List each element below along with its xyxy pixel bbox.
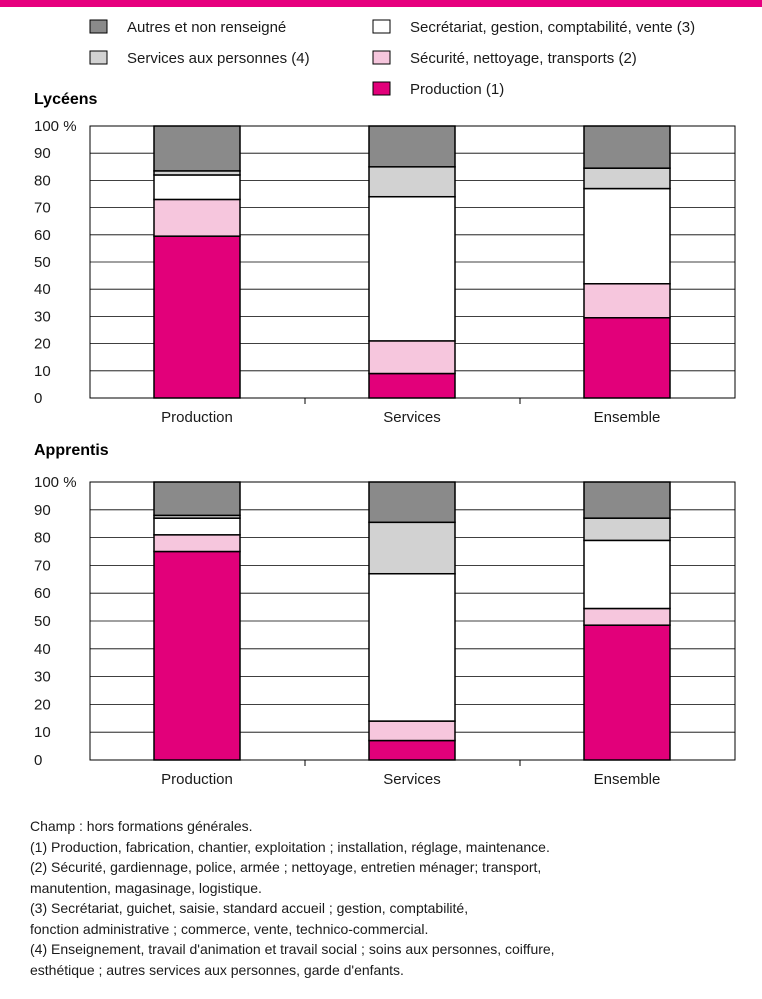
legend-label-services_personnes: Services aux personnes (4) — [127, 50, 310, 67]
chart-1-category-production: Production — [161, 771, 233, 788]
chart-0-ytick-8: 80 — [34, 172, 51, 189]
note-2a: (2) Sécurité, gardiennage, police, armée… — [30, 859, 542, 875]
chart-0-category-services: Services — [383, 409, 441, 426]
chart-notes: Champ : hors formations générales. (1) P… — [30, 816, 750, 980]
legend-swatch-services_personnes — [89, 50, 108, 65]
chart-0-ytick-5: 50 — [34, 254, 51, 271]
chart-0-category-production: Production — [161, 409, 233, 426]
chart-0-title: Lycéens — [34, 91, 98, 108]
legend-label-secretariat: Secrétariat, gestion, comptabilité, vent… — [410, 19, 695, 36]
chart-1-category-services: Services — [383, 771, 441, 788]
note-4b: esthétique ; autres services aux personn… — [30, 961, 404, 978]
chart-1-bar-services-secretariat — [368, 572, 456, 722]
chart-1-bar-production-autres — [153, 481, 241, 517]
chart-0-ytick-7: 70 — [34, 200, 51, 217]
chart-0-bar-production-secretariat — [153, 174, 241, 201]
legend-swatch-autres — [89, 19, 108, 34]
chart-0-ytick-9: 90 — [34, 145, 51, 162]
legend-label-securite: Sécurité, nettoyage, transports (2) — [410, 50, 637, 67]
chart-1-ytick-5: 50 — [34, 613, 51, 630]
chart-0-bar-services-services_personnes — [368, 166, 456, 198]
chart-0-ytick-10: 100 % — [34, 118, 77, 135]
chart-0-bar-production-autres — [153, 125, 241, 172]
chart-1-bar-production-securite — [153, 534, 241, 553]
chart-0-bar-production-production — [153, 235, 241, 399]
chart-1-bar-ensemble-secretariat — [583, 539, 671, 610]
note-1: (1) Production, fabrication, chantier, e… — [30, 838, 550, 855]
note-2b: manutention, magasinage, logistique. — [30, 879, 262, 896]
chart-0-bar-production-securite — [153, 198, 241, 237]
chart-1-bar-ensemble-autres — [583, 481, 671, 519]
chart-0-ytick-0: 0 — [34, 390, 42, 407]
chart-1-ytick-4: 40 — [34, 641, 51, 658]
chart-1-bar-services-production — [368, 739, 456, 761]
chart-1-bar-ensemble-production — [583, 624, 671, 761]
chart-0-ytick-2: 20 — [34, 336, 51, 353]
chart-1-ytick-9: 90 — [34, 502, 51, 519]
chart-1-bar-services-securite — [368, 720, 456, 742]
chart-1-ytick-8: 80 — [34, 530, 51, 547]
chart-0-ytick-1: 10 — [34, 363, 51, 380]
chart-0-category-ensemble: Ensemble — [594, 409, 661, 426]
legend-label-production: Production (1) — [410, 81, 504, 98]
accent-top-bar — [0, 0, 762, 7]
chart-1-ytick-6: 60 — [34, 585, 51, 602]
chart-0-bar-ensemble-secretariat — [583, 187, 671, 285]
chart-1-bar-production-production — [153, 550, 241, 761]
chart-0-bar-services-securite — [368, 340, 456, 375]
chart-1-ytick-0: 0 — [34, 752, 42, 769]
chart-0-ytick-6: 60 — [34, 227, 51, 244]
chart-1-ytick-10: 100 % — [34, 474, 77, 491]
chart-0-bar-ensemble-autres — [583, 125, 671, 169]
stacked-bar-charts: Autres et non renseigné Services aux pers… — [34, 19, 736, 788]
legend-swatch-production — [372, 81, 391, 96]
chart-1-ytick-7: 70 — [34, 557, 51, 574]
chart-1-ytick-3: 30 — [34, 669, 51, 686]
chart-1-bar-ensemble-services_personnes — [583, 517, 671, 542]
chart-1-ytick-1: 10 — [34, 724, 51, 741]
note-4a: (4) Enseignement, travail d'animation et… — [30, 941, 555, 957]
chart-1-category-ensemble: Ensemble — [594, 771, 661, 788]
legend-label-autres: Autres et non renseigné — [127, 19, 286, 36]
note-3a: (3) Secrétariat, guichet, saisie, standa… — [30, 900, 469, 916]
chart-1-title: Apprentis — [34, 442, 109, 459]
chart-0-bar-services-production — [368, 372, 456, 399]
chart-1-bar-services-autres — [368, 481, 456, 524]
chart-1-bar-production-secretariat — [153, 517, 241, 536]
chart-0-ytick-4: 40 — [34, 281, 51, 298]
chart-0-ytick-3: 30 — [34, 308, 51, 325]
legend-swatch-secretariat — [372, 19, 391, 34]
chart-1-ytick-2: 20 — [34, 696, 51, 713]
note-3b: fonction administrative ; commerce, vent… — [30, 920, 429, 937]
note-champ: Champ : hors formations générales. — [30, 818, 253, 834]
legend-swatch-securite — [372, 50, 391, 65]
chart-0-bar-services-secretariat — [368, 195, 456, 342]
chart-1-bar-ensemble-securite — [583, 607, 671, 626]
chart-0-bar-ensemble-services_personnes — [583, 167, 671, 190]
chart-0-bar-ensemble-production — [583, 317, 671, 399]
chart-0-bar-ensemble-securite — [583, 283, 671, 319]
chart-1-bar-services-services_personnes — [368, 521, 456, 575]
chart-0-bar-services-autres — [368, 125, 456, 168]
